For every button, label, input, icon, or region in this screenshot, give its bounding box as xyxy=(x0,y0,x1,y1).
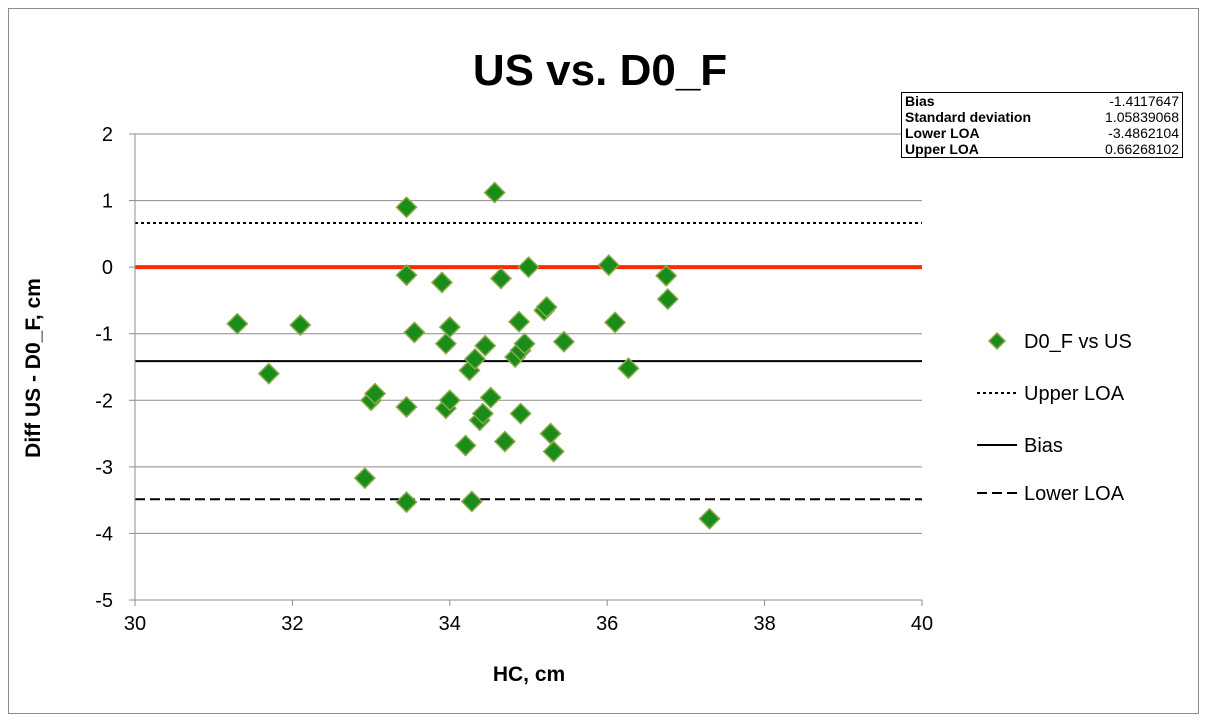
data-point xyxy=(483,181,506,204)
x-tick-label: 40 xyxy=(911,613,933,635)
data-point xyxy=(509,402,532,425)
data-point xyxy=(430,271,453,294)
y-tick-label: 2 xyxy=(102,124,113,146)
x-axis-label: HC, cm xyxy=(493,663,565,686)
legend: D0_F vs US Upper LOA Bias Lower LOA xyxy=(977,331,1132,505)
data-point xyxy=(655,264,678,287)
data-point xyxy=(539,422,562,445)
axes: 2 1 0 -1 -2 -3 -4 -5 30 32 34 36 38 40 xyxy=(95,124,933,635)
y-tick-label: -2 xyxy=(95,390,113,412)
legend-marker xyxy=(987,331,1007,351)
data-point xyxy=(517,256,540,279)
data-point xyxy=(403,321,426,344)
data-point xyxy=(597,254,620,277)
y-tick-label: -3 xyxy=(95,457,113,479)
data-point xyxy=(552,330,575,353)
chart-title: US vs. D0_F xyxy=(473,46,727,95)
y-axis-label: Diff US - D0_F, cm xyxy=(22,278,45,458)
data-point xyxy=(395,196,418,219)
stats-row: Bias -1.4117647 xyxy=(902,93,1183,110)
x-tick-label: 32 xyxy=(281,613,303,635)
data-point xyxy=(507,310,531,333)
y-tick-label: -5 xyxy=(95,590,113,612)
data-point xyxy=(395,395,418,419)
y-tick-label: 1 xyxy=(102,191,113,213)
x-tick-label: 36 xyxy=(596,613,618,635)
stats-value: -3.4862104 xyxy=(1108,125,1179,141)
stats-label: Standard deviation xyxy=(905,109,1032,125)
data-point xyxy=(395,491,418,514)
data-point xyxy=(656,288,679,311)
stats-value: 0.66268102 xyxy=(1105,141,1179,157)
stats-row: Standard deviation 1.05839068 xyxy=(902,109,1183,125)
legend-label: Upper LOA xyxy=(1024,383,1125,405)
data-point xyxy=(513,332,536,355)
legend-label: Lower LOA xyxy=(1024,483,1125,505)
data-point xyxy=(542,440,565,463)
data-point xyxy=(617,357,640,380)
legend-label: Bias xyxy=(1024,435,1063,457)
data-point xyxy=(353,467,376,490)
stats-value: 1.05839068 xyxy=(1105,109,1179,125)
x-tick-label: 30 xyxy=(124,613,146,635)
data-point xyxy=(489,267,513,290)
data-point xyxy=(454,434,477,457)
data-point xyxy=(471,402,494,425)
x-tick-label: 34 xyxy=(439,613,461,635)
y-tick-label: -1 xyxy=(95,324,113,346)
data-point xyxy=(493,430,516,453)
data-point xyxy=(257,362,280,385)
stats-value: -1.4117647 xyxy=(1109,93,1179,109)
data-point xyxy=(363,382,387,405)
y-tick-label: -4 xyxy=(95,523,113,545)
grid-lines xyxy=(135,133,922,601)
stats-label: Upper LOA xyxy=(905,141,979,157)
data-point xyxy=(289,313,312,337)
data-point xyxy=(226,312,249,335)
stats-row: Upper LOA 0.66268102 xyxy=(902,141,1183,158)
y-tick-label: 0 xyxy=(102,257,113,279)
data-point xyxy=(535,296,558,319)
data-point xyxy=(463,347,487,371)
legend-label: D0_F vs US xyxy=(1024,331,1132,353)
x-tick-label: 38 xyxy=(753,613,775,635)
data-point xyxy=(479,386,502,409)
stats-row: Lower LOA -3.4862104 xyxy=(902,125,1183,141)
data-points xyxy=(226,181,721,530)
data-point xyxy=(474,334,497,357)
data-point xyxy=(395,264,418,287)
data-point xyxy=(460,490,483,513)
data-point xyxy=(438,315,461,339)
stats-label: Bias xyxy=(905,93,935,109)
data-point xyxy=(438,389,461,412)
data-point xyxy=(434,332,457,355)
data-point xyxy=(698,507,721,530)
stats-table: Bias -1.4117647 Standard deviation 1.058390… xyxy=(901,92,1183,158)
stats-label: Lower LOA xyxy=(905,125,980,141)
data-point xyxy=(604,311,627,334)
